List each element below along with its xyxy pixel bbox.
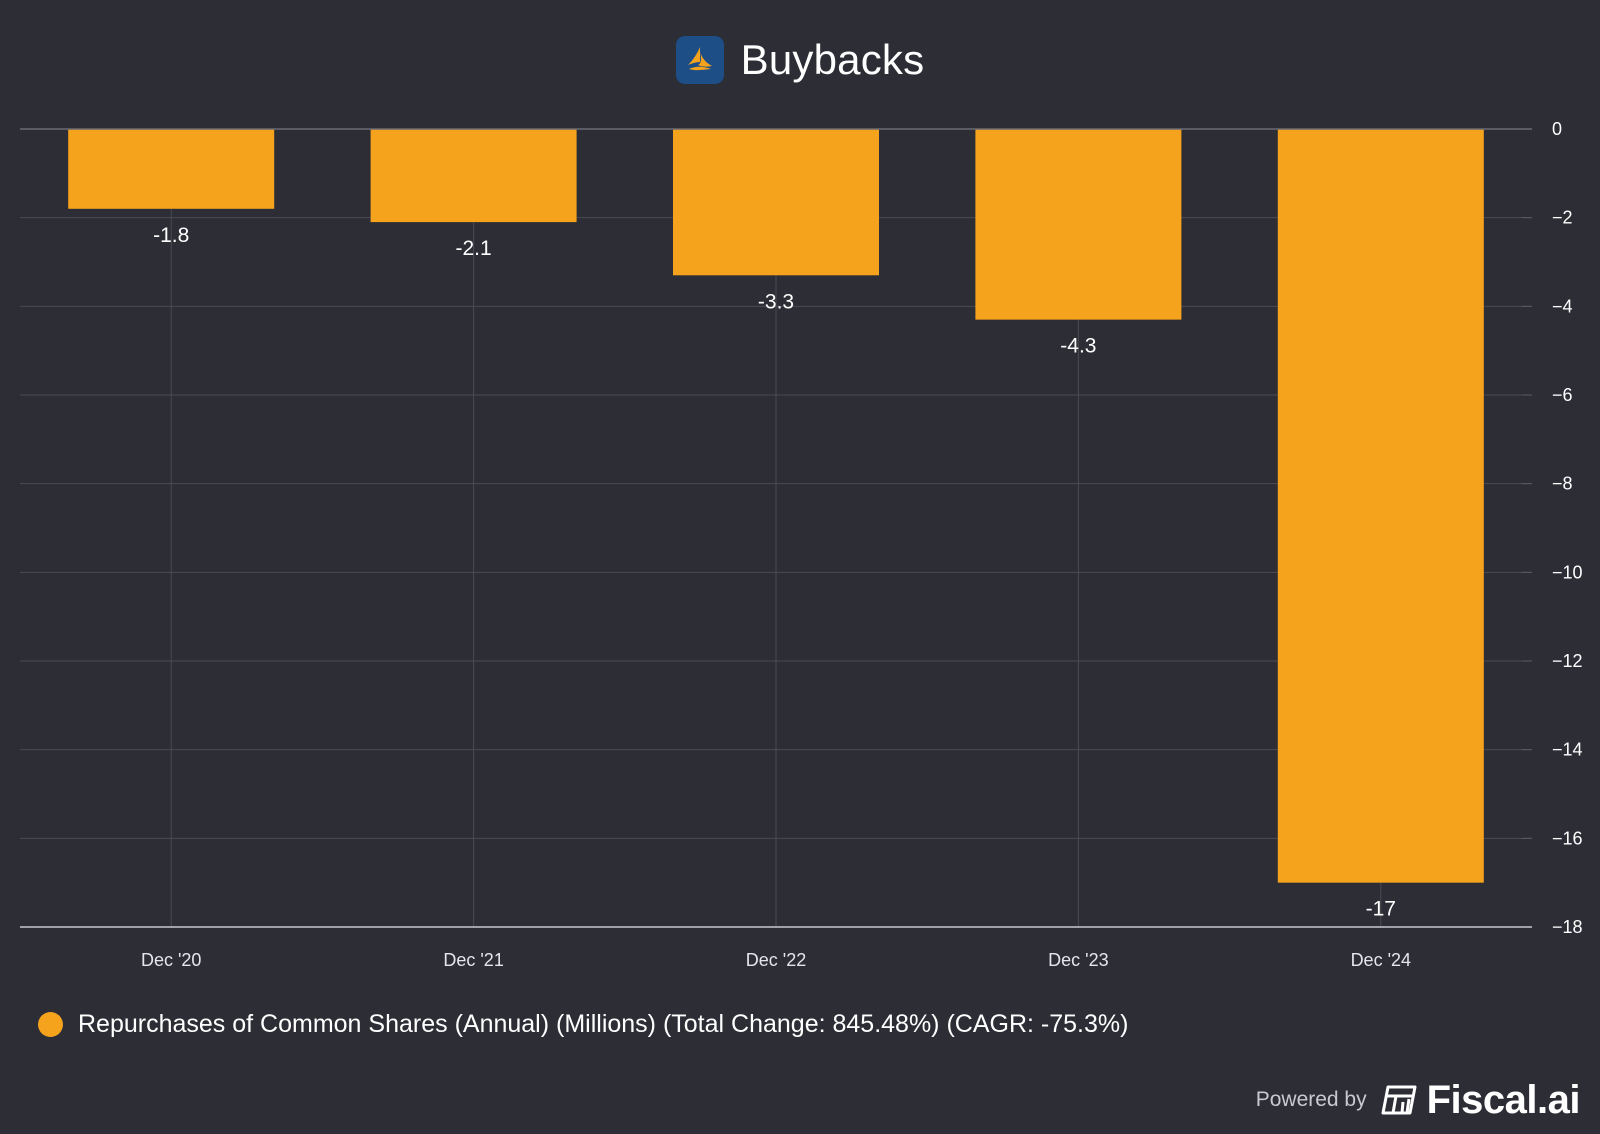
y-tick-label: −6 xyxy=(1552,385,1573,405)
fiscal-ai-logo-icon xyxy=(1379,1083,1419,1117)
bar xyxy=(68,129,275,209)
data-label: -1.8 xyxy=(153,224,189,247)
x-tick-label: Dec '23 xyxy=(1048,950,1108,970)
x-tick-label: Dec '21 xyxy=(443,950,503,970)
data-label: -17 xyxy=(1366,898,1396,921)
bar-chart: 0 −2 −4 −6 −8 −10 −12 −14 −16 −18 Dec '20 Dec '21 De… xyxy=(20,119,1583,970)
footer-attribution: Powered by Fiscal.ai xyxy=(1255,1077,1581,1122)
bar xyxy=(370,129,577,223)
y-tick-label: −10 xyxy=(1552,562,1583,582)
powered-by-text: Powered by xyxy=(1255,1088,1367,1111)
y-tick-label: 0 xyxy=(1552,119,1562,139)
x-tick-label: Dec '24 xyxy=(1351,950,1411,970)
company-logo xyxy=(675,36,724,84)
legend[interactable]: Repurchases of Common Shares (Annual) (M… xyxy=(38,1008,1128,1040)
y-tick-label: −12 xyxy=(1552,651,1583,671)
y-tick-label: −18 xyxy=(1552,917,1583,937)
brand-name: Fiscal.ai xyxy=(1426,1077,1581,1122)
x-tick-label: Dec '22 xyxy=(746,950,806,970)
bar xyxy=(975,129,1182,320)
data-label: -3.3 xyxy=(758,290,794,313)
y-tick-label: −4 xyxy=(1552,296,1573,316)
y-tick-label: −14 xyxy=(1552,740,1583,760)
y-tick-label: −16 xyxy=(1552,828,1583,848)
legend-label: Repurchases of Common Shares (Annual) (M… xyxy=(78,1009,1129,1038)
y-tick-label: −8 xyxy=(1552,474,1573,494)
chart-header: Buybacks xyxy=(0,32,1600,88)
bar xyxy=(673,129,879,276)
data-label: -2.1 xyxy=(456,237,492,260)
legend-marker xyxy=(38,1011,63,1037)
data-label: -4.3 xyxy=(1060,335,1096,358)
chart-title: Buybacks xyxy=(740,36,925,83)
x-tick-label: Dec '20 xyxy=(141,950,201,970)
bar xyxy=(1277,129,1484,883)
y-tick-label: −2 xyxy=(1552,208,1573,228)
company-logo-icon xyxy=(687,47,712,71)
